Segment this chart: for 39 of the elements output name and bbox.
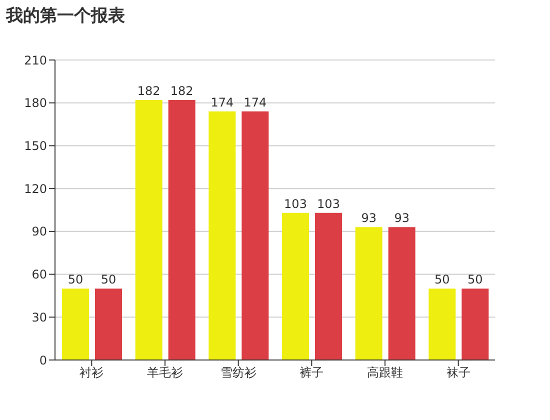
bar <box>282 212 309 360</box>
bar <box>168 100 196 360</box>
x-tick-label: 雪纺衫 <box>220 366 256 380</box>
y-tick-label: 210 <box>24 53 47 68</box>
data-label: 50 <box>434 272 450 287</box>
y-tick-label: 180 <box>24 96 47 110</box>
bar <box>95 288 122 360</box>
y-tick-label: 60 <box>32 268 47 282</box>
data-label: 93 <box>394 211 410 226</box>
data-label: 174 <box>210 95 234 110</box>
y-tick-label: 150 <box>24 138 47 153</box>
data-label: 103 <box>284 196 307 211</box>
data-label: 50 <box>100 272 116 287</box>
data-label: 93 <box>361 211 376 226</box>
bar <box>355 227 382 360</box>
x-tick-label: 裤子 <box>300 366 324 380</box>
bar <box>62 288 89 360</box>
bar <box>428 288 456 360</box>
y-tick-label: 30 <box>32 310 47 324</box>
bar <box>135 100 162 360</box>
bar <box>315 212 342 360</box>
bar <box>462 288 489 360</box>
data-label: 50 <box>468 272 483 287</box>
data-label: 50 <box>68 272 84 287</box>
x-tick-label: 衬衫 <box>80 366 104 380</box>
chart-title: 我的第一个报表 <box>6 5 125 27</box>
bar <box>242 111 269 360</box>
y-tick-label: 120 <box>24 182 47 196</box>
x-tick-label: 袜子 <box>446 366 470 380</box>
data-label: 174 <box>244 95 267 110</box>
x-tick-label: 羊毛衫 <box>147 366 183 380</box>
data-label: 103 <box>317 196 340 211</box>
y-tick-label: 0 <box>39 353 47 368</box>
data-label: 182 <box>137 84 160 98</box>
x-tick-label: 高跟鞋 <box>367 366 403 380</box>
bar <box>208 111 236 360</box>
data-label: 182 <box>170 84 194 98</box>
y-tick-label: 90 <box>32 224 47 239</box>
bar <box>388 227 416 360</box>
